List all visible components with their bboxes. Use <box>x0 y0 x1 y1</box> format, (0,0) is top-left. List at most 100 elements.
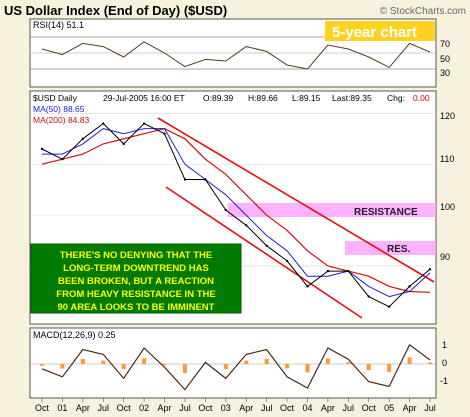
annotation-line-1: THERE'S NO DENYING THAT THE <box>60 250 213 261</box>
price-point <box>40 147 44 151</box>
price-point <box>285 259 289 263</box>
macd-hist-bar <box>121 364 126 370</box>
price-point <box>347 269 350 273</box>
upper-trendline <box>157 117 435 283</box>
macd-hist-bar <box>407 357 412 364</box>
x-axis-label: 01 <box>57 403 67 413</box>
res-label: RES. <box>387 244 411 255</box>
annotation-line-2: LONG-TERM DOWNTREND HAS <box>63 263 209 274</box>
lower-trendline <box>165 186 363 319</box>
price-point <box>81 137 85 140</box>
x-axis-label: Oct <box>35 403 50 413</box>
macd-hist-bar <box>428 362 432 364</box>
price-points <box>40 122 432 308</box>
x-axis-label: Jul <box>343 403 355 413</box>
annotation-box <box>30 243 242 314</box>
x-axis-label: Apr <box>76 403 90 413</box>
price-point <box>306 285 309 288</box>
price-point <box>61 157 64 161</box>
ma50-line <box>42 128 431 298</box>
price-point <box>102 122 105 125</box>
price-point <box>265 244 268 247</box>
x-axis-label: 03 <box>221 403 231 413</box>
x-axis-label: Apr <box>239 403 253 413</box>
annotation-line-5: 90 AREA LOOKS TO BE IMMINENT <box>58 302 215 313</box>
quote-open: O:89.39 <box>203 93 234 103</box>
macd-line <box>41 343 431 391</box>
quote-chg-value: 0.00 <box>413 93 430 103</box>
price-point <box>245 224 248 227</box>
macd-hist-bar <box>244 360 249 364</box>
macd-hist-bar <box>285 364 290 369</box>
price-tick-100: 100 <box>440 202 455 212</box>
price-point <box>387 305 391 308</box>
quote-high: H:89.66 <box>248 93 278 103</box>
x-axis-label: Jul <box>424 403 436 413</box>
macd-label: MACD(12,26,9) 0.25 <box>33 330 116 340</box>
rsi-label: RSI(14) 51.1 <box>33 20 84 30</box>
resistance-band-lower <box>345 241 436 255</box>
price-point <box>367 295 370 298</box>
annotation-line-3: BEEN BROKEN, BUT A REACTION <box>58 276 214 287</box>
macd-hist-bar <box>80 358 85 364</box>
annotation-line-4: FROM HEAVY RESISTANCE IN THE <box>56 289 215 300</box>
price-tick-110: 110 <box>440 154 454 164</box>
macd-hist-bar <box>40 364 44 366</box>
x-axis-label: Apr <box>321 403 335 413</box>
x-axis-label: Oct <box>280 403 295 413</box>
x-axis: Oct 01 Apr Jul Oct 02 Apr Jul Oct 03 Apr Jul Oct 04 Ap… <box>35 398 436 413</box>
x-axis-label: Oct <box>117 403 132 413</box>
macd-hist-bar <box>223 364 228 370</box>
rsi-tick-30: 30 <box>440 68 450 78</box>
macd-hist-bar <box>264 358 269 364</box>
price-point <box>163 132 166 135</box>
macd-tick-0: 0 <box>442 358 447 368</box>
price-point <box>408 285 411 288</box>
macd-hist-bar <box>101 360 106 364</box>
resistance-label: RESISTANCE <box>354 207 418 218</box>
price-point <box>142 122 146 125</box>
price-point <box>204 178 207 181</box>
x-axis-label: Jul <box>261 403 273 413</box>
price-point <box>122 142 125 146</box>
x-axis-label: 04 <box>302 403 312 413</box>
quote-low: L:89.15 <box>292 93 321 103</box>
x-axis-label: Jul <box>179 403 191 413</box>
price-point <box>224 208 227 212</box>
rsi-tick-50: 50 <box>440 54 450 64</box>
macd-hist-bar <box>162 364 167 366</box>
quote-date: 29-Jul-2005 16:00 ET <box>103 93 185 103</box>
x-axis-label: 05 <box>384 403 394 413</box>
x-axis-label: 02 <box>139 403 149 413</box>
ma200-line <box>41 127 431 293</box>
resistance-band-upper <box>228 203 436 217</box>
macd-tick-neg1: -1 <box>440 376 448 386</box>
macd-tick-1: 1 <box>442 340 447 350</box>
x-axis-label: Oct <box>198 403 213 413</box>
price-line <box>41 122 431 308</box>
macd-hist-bar <box>325 358 330 364</box>
ma50-legend: MA(50) 88.65 <box>33 104 85 114</box>
macd-hist-bar <box>305 364 310 373</box>
macd-hist-bar <box>142 358 147 364</box>
five-year-badge-text: 5-year chart <box>332 24 417 41</box>
five-year-badge <box>325 21 435 41</box>
macd-hist-bar <box>182 364 187 373</box>
x-axis-label: Oct <box>362 403 377 413</box>
rsi-tick-70: 70 <box>440 39 450 49</box>
macd-hist-bar <box>366 364 371 371</box>
price-point <box>183 178 187 181</box>
rsi-line <box>41 41 431 70</box>
macd-histogram <box>40 357 432 373</box>
price-point <box>428 268 432 271</box>
macd-panel <box>29 327 437 399</box>
watermark: © StockCharts.com <box>380 6 466 17</box>
x-axis-label: Apr <box>158 403 172 413</box>
macd-hist-bar <box>60 364 65 369</box>
chart-title: US Dollar Index (End of Day) ($USD) <box>4 3 227 18</box>
quote-chg-label: Chg: <box>387 93 405 103</box>
x-axis-label: Apr <box>403 403 417 413</box>
symbol-label: $USD Daily <box>33 93 78 103</box>
price-point <box>326 269 330 273</box>
